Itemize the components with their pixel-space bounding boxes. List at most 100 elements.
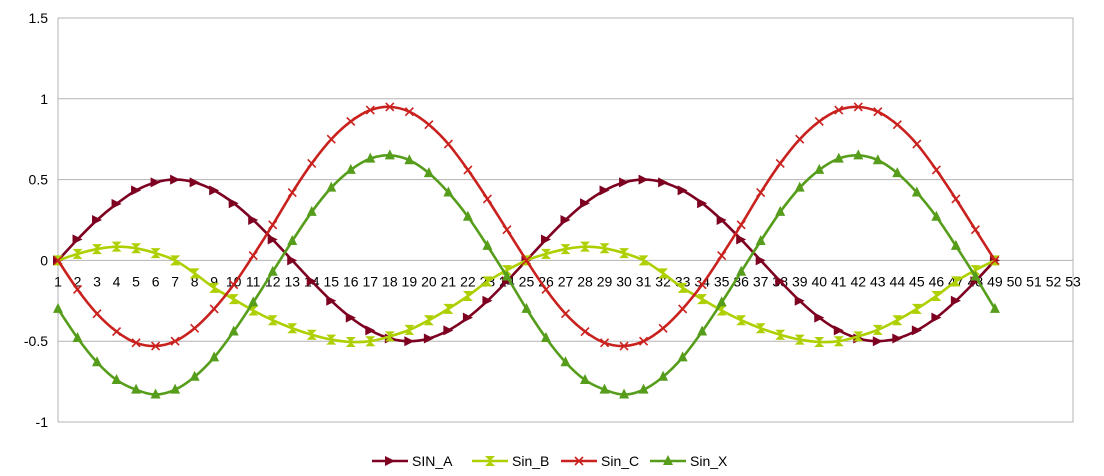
data-point <box>248 250 258 261</box>
x-tick-label: 29 <box>597 273 613 289</box>
data-point <box>306 276 317 287</box>
data-point <box>931 290 942 301</box>
data-point <box>775 158 785 169</box>
x-tick-label: 49 <box>987 273 1003 289</box>
x-tick-label: 19 <box>402 273 418 289</box>
x-tick-label: 4 <box>113 273 121 289</box>
x-tick-label: 30 <box>616 273 632 289</box>
x-tick-label: 20 <box>421 273 437 289</box>
legend-label: Sin_B <box>512 453 549 469</box>
data-point <box>306 329 317 340</box>
data-point <box>462 210 473 221</box>
x-tick-label: 22 <box>460 273 476 289</box>
data-point <box>931 210 942 221</box>
data-point <box>150 388 161 399</box>
legend-label: SIN_A <box>412 453 453 469</box>
x-tick-label: 37 <box>753 273 769 289</box>
x-tick-label: 16 <box>343 273 359 289</box>
data-point <box>326 134 336 144</box>
data-point <box>580 198 591 209</box>
data-point <box>307 158 317 169</box>
data-point <box>170 383 181 394</box>
x-tick-label: 50 <box>1007 273 1023 289</box>
data-point <box>756 187 766 198</box>
data-point <box>716 215 727 225</box>
data-point <box>872 324 883 335</box>
data-point <box>267 315 278 326</box>
data-point <box>111 198 122 209</box>
x-tick-label: 3 <box>93 273 101 289</box>
data-point <box>950 276 961 287</box>
data-point <box>677 282 688 293</box>
data-point <box>287 323 298 334</box>
data-point <box>267 265 278 276</box>
y-tick-label: 0 <box>40 252 48 268</box>
data-point <box>892 120 902 130</box>
data-point <box>540 248 551 259</box>
data-point <box>814 312 825 323</box>
data-point <box>853 102 863 112</box>
data-point <box>72 234 83 245</box>
data-point <box>775 329 786 340</box>
data-point <box>892 167 903 178</box>
data-point <box>443 325 454 336</box>
data-point <box>853 149 864 160</box>
y-tick-label: 1 <box>40 91 48 107</box>
data-point <box>892 333 903 344</box>
data-point <box>677 351 688 362</box>
data-point <box>678 304 688 314</box>
data-point <box>229 280 239 290</box>
x-tick-label: 53 <box>1065 273 1081 289</box>
data-point <box>892 315 903 326</box>
data-point <box>190 323 200 333</box>
data-point <box>599 338 610 348</box>
data-point <box>950 239 961 250</box>
legend-item: Sin_B <box>472 453 549 469</box>
data-point <box>521 302 532 313</box>
data-point <box>833 152 844 163</box>
data-point <box>775 276 786 287</box>
data-point <box>541 284 551 295</box>
data-point <box>443 139 453 149</box>
legend-item: Sin_C <box>561 453 639 469</box>
data-point <box>248 305 259 316</box>
data-point <box>72 284 83 295</box>
data-point <box>580 326 590 337</box>
data-point <box>365 336 376 347</box>
data-point <box>131 185 142 196</box>
legend-label: Sin_X <box>690 453 728 469</box>
data-point <box>287 187 297 198</box>
data-point <box>189 177 200 188</box>
data-point <box>365 152 376 163</box>
x-tick-label: 5 <box>132 273 140 289</box>
data-point <box>384 149 395 160</box>
data-point <box>931 165 941 175</box>
data-point <box>189 370 200 381</box>
data-point <box>658 370 669 381</box>
data-point <box>697 280 707 290</box>
data-point <box>638 174 649 185</box>
x-tick-label: 9 <box>210 273 218 289</box>
data-point <box>482 276 493 287</box>
data-point <box>794 181 805 192</box>
data-point <box>306 205 317 216</box>
data-point <box>111 241 122 252</box>
data-point <box>989 302 1000 313</box>
data-point <box>482 194 492 204</box>
data-point <box>287 255 298 266</box>
data-point <box>345 312 356 323</box>
data-point <box>151 341 161 351</box>
data-point <box>345 337 356 348</box>
data-point <box>482 295 493 306</box>
data-point <box>814 116 824 126</box>
data-point <box>209 185 220 196</box>
data-point <box>619 388 630 399</box>
data-point <box>951 194 961 204</box>
data-point <box>560 309 571 319</box>
data-point <box>619 248 630 259</box>
x-tick-label: 17 <box>363 273 379 289</box>
x-tick-label: 6 <box>152 273 160 289</box>
data-point <box>326 181 337 192</box>
data-point <box>72 331 83 342</box>
series-sin-c <box>53 102 1000 351</box>
